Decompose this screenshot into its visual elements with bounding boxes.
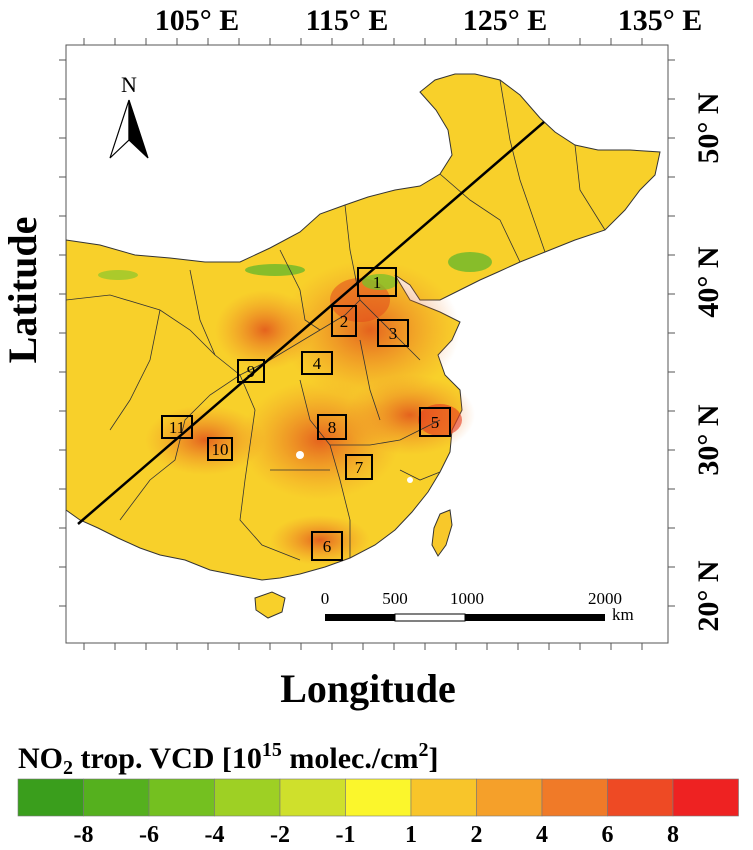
lon-label-135: 135° E bbox=[618, 4, 703, 37]
colorbar-swatch-8 bbox=[541, 778, 608, 817]
missing-data-2 bbox=[407, 477, 413, 483]
hotspot-guanzhong bbox=[215, 290, 315, 370]
colorbar-swatch-3 bbox=[214, 778, 281, 817]
axis-ticks bbox=[59, 38, 675, 650]
scale-label-2000: 2000 bbox=[588, 589, 622, 608]
green-patch-2 bbox=[448, 252, 492, 272]
colorbar-swatch-7 bbox=[476, 778, 543, 817]
region-box-label-11: 11 bbox=[169, 418, 185, 437]
colorbar-title: NO2 trop. VCD [1015 molec./cm2] bbox=[18, 739, 439, 779]
region-box-11: 11 bbox=[161, 415, 193, 439]
region-boxes: 1 2 3 4 5 6 7 8 9 10 11 bbox=[161, 267, 451, 561]
region-box-label-8: 8 bbox=[328, 418, 337, 437]
region-box-7: 7 bbox=[345, 454, 373, 480]
colorbar-tick-8: 6 bbox=[602, 822, 614, 848]
region-box-label-1: 1 bbox=[373, 273, 382, 292]
region-box-label-6: 6 bbox=[323, 537, 332, 556]
colorbar-tick-3: -2 bbox=[270, 822, 290, 848]
colorbar-swatch-10 bbox=[672, 778, 739, 817]
lat-label-50: 50° N bbox=[692, 92, 725, 163]
scale-bar: 0 500 1000 2000 km bbox=[321, 589, 634, 624]
china-map bbox=[66, 73, 661, 619]
region-box-1: 1 bbox=[357, 267, 397, 297]
region-box-label-7: 7 bbox=[355, 458, 364, 477]
region-box-label-9: 9 bbox=[247, 362, 256, 381]
taiwan-island bbox=[431, 509, 453, 557]
missing-data-1 bbox=[296, 451, 304, 459]
region-box-8: 8 bbox=[317, 414, 347, 440]
colorbar-swatch-0 bbox=[17, 778, 84, 817]
transect-line bbox=[77, 121, 545, 525]
region-box-5: 5 bbox=[419, 407, 451, 437]
colorbar-tick-7: 4 bbox=[536, 822, 548, 848]
colorbar-swatch-6 bbox=[410, 778, 477, 817]
colorbar: -8 -6 -4 -2 -1 1 2 4 6 8 bbox=[17, 778, 739, 848]
colorbar-swatch-1 bbox=[83, 778, 150, 817]
region-box-10: 10 bbox=[207, 437, 233, 461]
lat-label-30: 30° N bbox=[692, 404, 725, 475]
lon-label-105: 105° E bbox=[155, 4, 240, 37]
colorbar-tick-2: -4 bbox=[205, 822, 225, 848]
lat-label-20: 20° N bbox=[692, 560, 725, 631]
region-box-label-4: 4 bbox=[313, 354, 322, 373]
scale-label-1000: 1000 bbox=[450, 589, 484, 608]
green-patch-1 bbox=[245, 264, 305, 276]
hainan-island bbox=[254, 591, 286, 619]
region-box-label-2: 2 bbox=[340, 312, 349, 331]
colorbar-tick-6: 2 bbox=[471, 822, 483, 848]
hotspot-sichuan bbox=[145, 405, 265, 475]
scale-unit: km bbox=[612, 605, 634, 624]
lon-label-115: 115° E bbox=[306, 4, 389, 37]
region-box-3: 3 bbox=[377, 319, 409, 347]
green-patch-4 bbox=[98, 270, 138, 280]
region-box-9: 9 bbox=[237, 359, 265, 383]
x-axis-title: Longitude bbox=[280, 666, 456, 711]
north-label: N bbox=[121, 72, 137, 97]
region-box-2: 2 bbox=[331, 305, 357, 337]
lat-label-40: 40° N bbox=[692, 246, 725, 317]
colorbar-tick-5: 1 bbox=[405, 822, 417, 848]
y-axis-title: Latitude bbox=[0, 217, 45, 364]
scale-label-0: 0 bbox=[321, 589, 330, 608]
region-box-6: 6 bbox=[311, 531, 343, 561]
hotspot-north-china bbox=[280, 260, 460, 400]
scale-label-500: 500 bbox=[382, 589, 408, 608]
north-arrow: N bbox=[109, 72, 149, 159]
colorbar-swatch-9 bbox=[607, 778, 674, 817]
colorbar-swatch-2 bbox=[148, 778, 215, 817]
colorbar-swatch-5 bbox=[345, 778, 412, 817]
region-box-label-5: 5 bbox=[431, 413, 440, 432]
region-box-label-3: 3 bbox=[389, 324, 398, 343]
colorbar-swatch-4 bbox=[279, 778, 346, 817]
colorbar-tick-1: -6 bbox=[139, 822, 159, 848]
colorbar-tick-0: -8 bbox=[74, 822, 94, 848]
colorbar-tick-4: -1 bbox=[336, 822, 356, 848]
colorbar-tick-9: 8 bbox=[667, 822, 679, 848]
green-patch-3 bbox=[362, 274, 398, 290]
region-box-4: 4 bbox=[301, 351, 333, 375]
hotspot-pearl bbox=[270, 515, 370, 565]
lon-label-125: 125° E bbox=[463, 4, 548, 37]
region-box-label-10: 10 bbox=[212, 440, 229, 459]
